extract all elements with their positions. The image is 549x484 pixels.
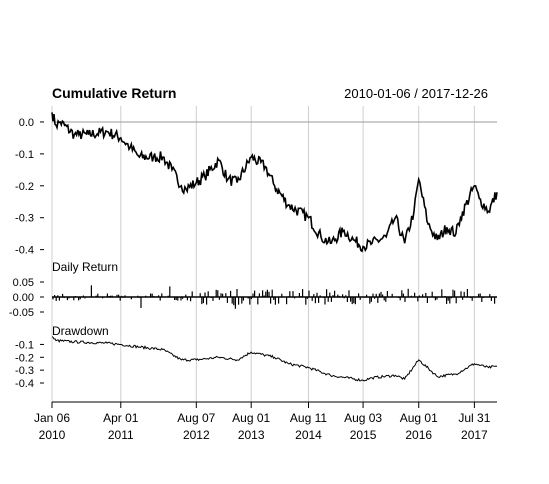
y-tick-label: -0.2: [15, 352, 34, 364]
y-tick-label: -0.2: [15, 181, 34, 193]
y-tick-label: 0.0: [19, 117, 34, 129]
panel-daily-return: Daily Return 0.05 0.00 -0.05: [9, 260, 497, 319]
x-tick-label: Aug 07: [177, 411, 215, 425]
x-tick-year: 2011: [108, 428, 134, 442]
y-tick-label: -0.4: [15, 245, 34, 257]
x-tick-year: 2016: [405, 428, 432, 442]
x-tick-year: 2014: [295, 428, 322, 442]
y-tick-label: -0.05: [9, 307, 34, 319]
y-tick-label: 0.00: [13, 292, 34, 304]
x-tick-label: Aug 11: [290, 411, 327, 425]
drawdown-series: [51, 336, 498, 382]
y-tick-label: -0.1: [15, 339, 34, 351]
cumulative-series: [51, 112, 498, 253]
x-tick-label: Jul 31: [458, 411, 490, 425]
x-tick-year: 2012: [183, 428, 210, 442]
daily-return-y-ticks: 0.05 0.00 -0.05: [9, 277, 44, 319]
y-tick-label: -0.1: [15, 149, 34, 161]
cumulative-y-ticks: 0.0 -0.1 -0.2 -0.3 -0.4: [15, 117, 44, 257]
x-tick-year: 2015: [350, 428, 377, 442]
x-tick-year: 2010: [39, 428, 66, 442]
daily-return-bars: [52, 285, 497, 309]
x-tick-label: Apr 01: [103, 411, 139, 425]
vertical-grid: [51, 106, 475, 402]
x-tick-label: Aug 01: [400, 411, 438, 425]
x-axis: Jan 06 2010 Apr 01 2011 Aug 07 2012 Aug 01 2013…: [34, 401, 497, 442]
y-tick-label: -0.3: [15, 365, 34, 377]
date-range-label: 2010-01-06 / 2017-12-26: [344, 86, 488, 101]
panel-cumulative-return: Cumulative Return 2010-01-06 / 2017-12-2…: [15, 85, 498, 257]
x-tick-year: 2013: [238, 428, 265, 442]
cumulative-return-line: [51, 112, 498, 253]
panel-drawdown: Drawdown -0.1-0.2-0.3-0.4: [15, 324, 498, 390]
drawdown-line: [51, 336, 498, 382]
y-tick-label: 0.05: [13, 277, 34, 289]
daily-return-label: Daily Return: [52, 260, 118, 274]
y-tick-label: -0.4: [15, 378, 34, 390]
chart-title: Cumulative Return: [52, 85, 176, 101]
drawdown-y-ticks: -0.1-0.2-0.3-0.4: [15, 339, 44, 390]
x-tick-label: Aug 01: [232, 411, 270, 425]
x-tick-year: 2017: [461, 428, 488, 442]
y-tick-label: -0.3: [15, 213, 34, 225]
drawdown-label: Drawdown: [52, 324, 109, 338]
x-tick-label: Jan 06: [34, 411, 70, 425]
x-tick-label: Aug 03: [344, 411, 382, 425]
